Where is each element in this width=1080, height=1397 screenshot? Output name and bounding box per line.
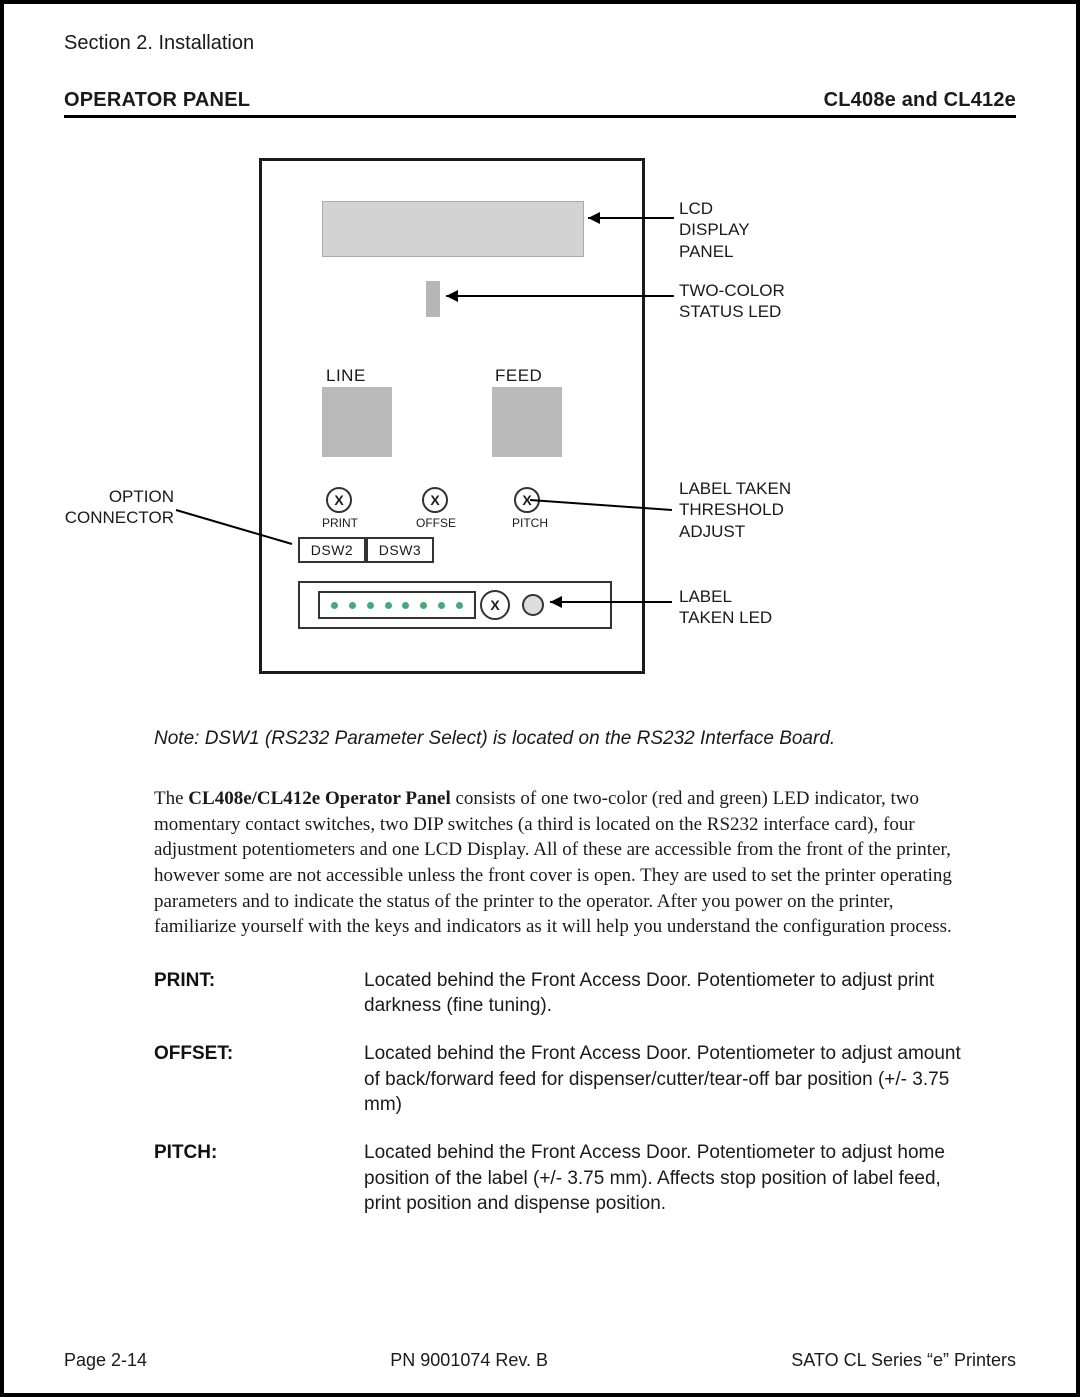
pitch-pot[interactable]: X [514,487,540,513]
offset-pot[interactable]: X [422,487,448,513]
def-desc: Located behind the Front Access Door. Po… [364,1041,974,1118]
intro-prefix: The [154,788,188,809]
label-taken-led [522,594,544,616]
def-term: PITCH: [154,1140,364,1217]
lcd-display [322,201,584,257]
footer-right: SATO CL Series “e” Printers [791,1350,1016,1371]
callout-taken-led: LABEL TAKEN LED [679,586,772,629]
line-button[interactable] [322,387,392,457]
feed-button[interactable] [492,387,562,457]
def-offset: OFFSET: Located behind the Front Access … [154,1041,974,1118]
label-taken-threshold-pot[interactable]: X [480,590,510,620]
definitions: PRINT: Located behind the Front Access D… [154,968,974,1217]
offset-pot-label: OFFSE [416,516,456,530]
print-pot[interactable]: X [326,487,352,513]
def-desc: Located behind the Front Access Door. Po… [364,1140,974,1217]
dsw2-switch[interactable]: DSW2 [298,537,366,563]
callout-status-led: TWO-COLOR STATUS LED [679,280,785,323]
title-right: CL408e and CL412e [824,89,1016,112]
def-desc: Located behind the Front Access Door. Po… [364,968,974,1019]
def-print: PRINT: Located behind the Front Access D… [154,968,974,1019]
callout-lcd: LCD DISPLAY PANEL [679,198,750,262]
dsw3-switch[interactable]: DSW3 [366,537,434,563]
panel-outline: LINE FEED X X X PRINT OFFSE PITCH DSW2 D… [259,158,645,674]
title-left: OPERATOR PANEL [64,89,250,112]
page-footer: Page 2-14 PN 9001074 Rev. B SATO CL Seri… [64,1350,1016,1371]
footer-left: Page 2-14 [64,1350,147,1371]
line-label: LINE [326,366,366,386]
feed-label: FEED [495,366,542,386]
callout-threshold: LABEL TAKEN THRESHOLD ADJUST [679,478,791,542]
connector-pins [318,591,476,619]
footer-center: PN 9001074 Rev. B [390,1350,548,1371]
intro-paragraph: The CL408e/CL412e Operator Panel consist… [154,786,974,940]
operator-panel-diagram: LINE FEED X X X PRINT OFFSE PITCH DSW2 D… [64,158,864,688]
def-term: PRINT: [154,968,364,1019]
def-pitch: PITCH: Located behind the Front Access D… [154,1140,974,1217]
dsw1-note: Note: DSW1 (RS232 Parameter Select) is l… [154,728,944,750]
intro-rest: consists of one two-color (red and green… [154,788,952,937]
callout-option-connector: OPTION CONNECTOR [64,486,174,529]
section-header: Section 2. Installation [64,32,1016,55]
pitch-pot-label: PITCH [512,516,548,530]
def-term: OFFSET: [154,1041,364,1118]
intro-bold: CL408e/CL412e Operator Panel [188,788,450,809]
title-row: OPERATOR PANEL CL408e and CL412e [64,89,1016,118]
print-pot-label: PRINT [322,516,358,530]
status-led [426,281,440,317]
